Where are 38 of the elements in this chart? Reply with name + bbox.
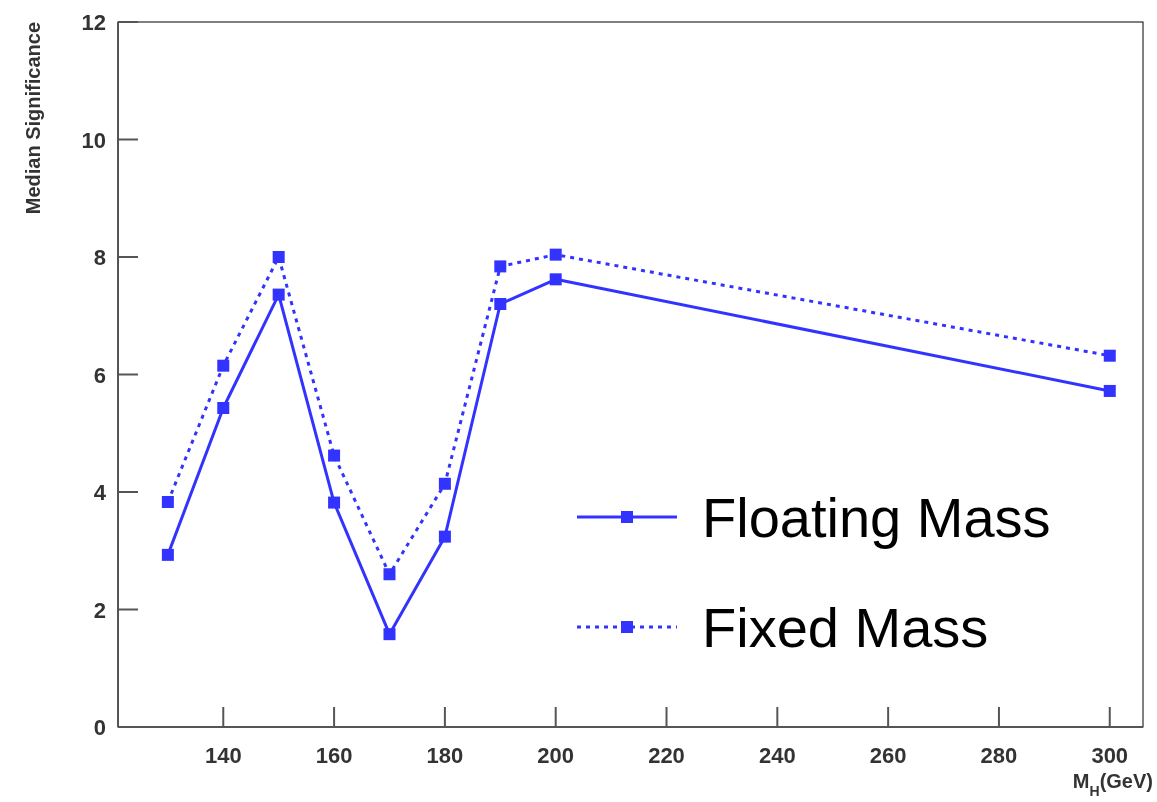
point	[328, 496, 341, 509]
point	[549, 273, 562, 286]
point	[438, 477, 451, 490]
point	[217, 359, 230, 372]
legend-label: Fixed Mass	[702, 596, 989, 659]
x-axis-title: M$_{H}$(GeV)	[1072, 770, 1153, 799]
x-tick-label: 220	[648, 743, 685, 768]
y-tick-label: 0	[93, 715, 106, 740]
point	[1103, 349, 1116, 362]
x-tick-label: 140	[204, 743, 242, 768]
point	[549, 248, 562, 261]
point	[328, 449, 341, 462]
point	[161, 548, 174, 561]
x-tick-label: 180	[426, 743, 464, 768]
y-tick-label: 10	[81, 127, 106, 153]
point	[494, 298, 507, 310]
point	[383, 628, 396, 641]
x-tick-label: 260	[869, 743, 907, 768]
y-axis-title: Median Significance	[22, 22, 44, 215]
point	[272, 251, 285, 263]
y-tick-label: 6	[93, 362, 106, 388]
y-tick-label: 4	[93, 480, 107, 505]
point	[494, 260, 507, 273]
point	[438, 530, 451, 543]
x-tick-label: 240	[758, 743, 796, 768]
point	[383, 568, 396, 581]
y-tick-label: 8	[93, 245, 106, 270]
point	[1103, 384, 1116, 397]
y-tick-label: 2	[93, 597, 106, 623]
y-tick-label: 12	[81, 10, 106, 35]
point	[272, 288, 285, 301]
x-tick-label: 300	[1091, 743, 1129, 768]
legend-label: Floating Mass	[702, 486, 1051, 549]
x-tick-label: 200	[537, 743, 575, 768]
point	[217, 401, 230, 414]
x-tick-label: 280	[980, 743, 1018, 768]
point	[161, 495, 174, 508]
x-tick-label: 160	[315, 743, 353, 768]
